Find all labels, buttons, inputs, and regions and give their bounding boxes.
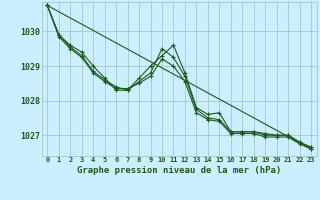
X-axis label: Graphe pression niveau de la mer (hPa): Graphe pression niveau de la mer (hPa)	[77, 166, 281, 175]
